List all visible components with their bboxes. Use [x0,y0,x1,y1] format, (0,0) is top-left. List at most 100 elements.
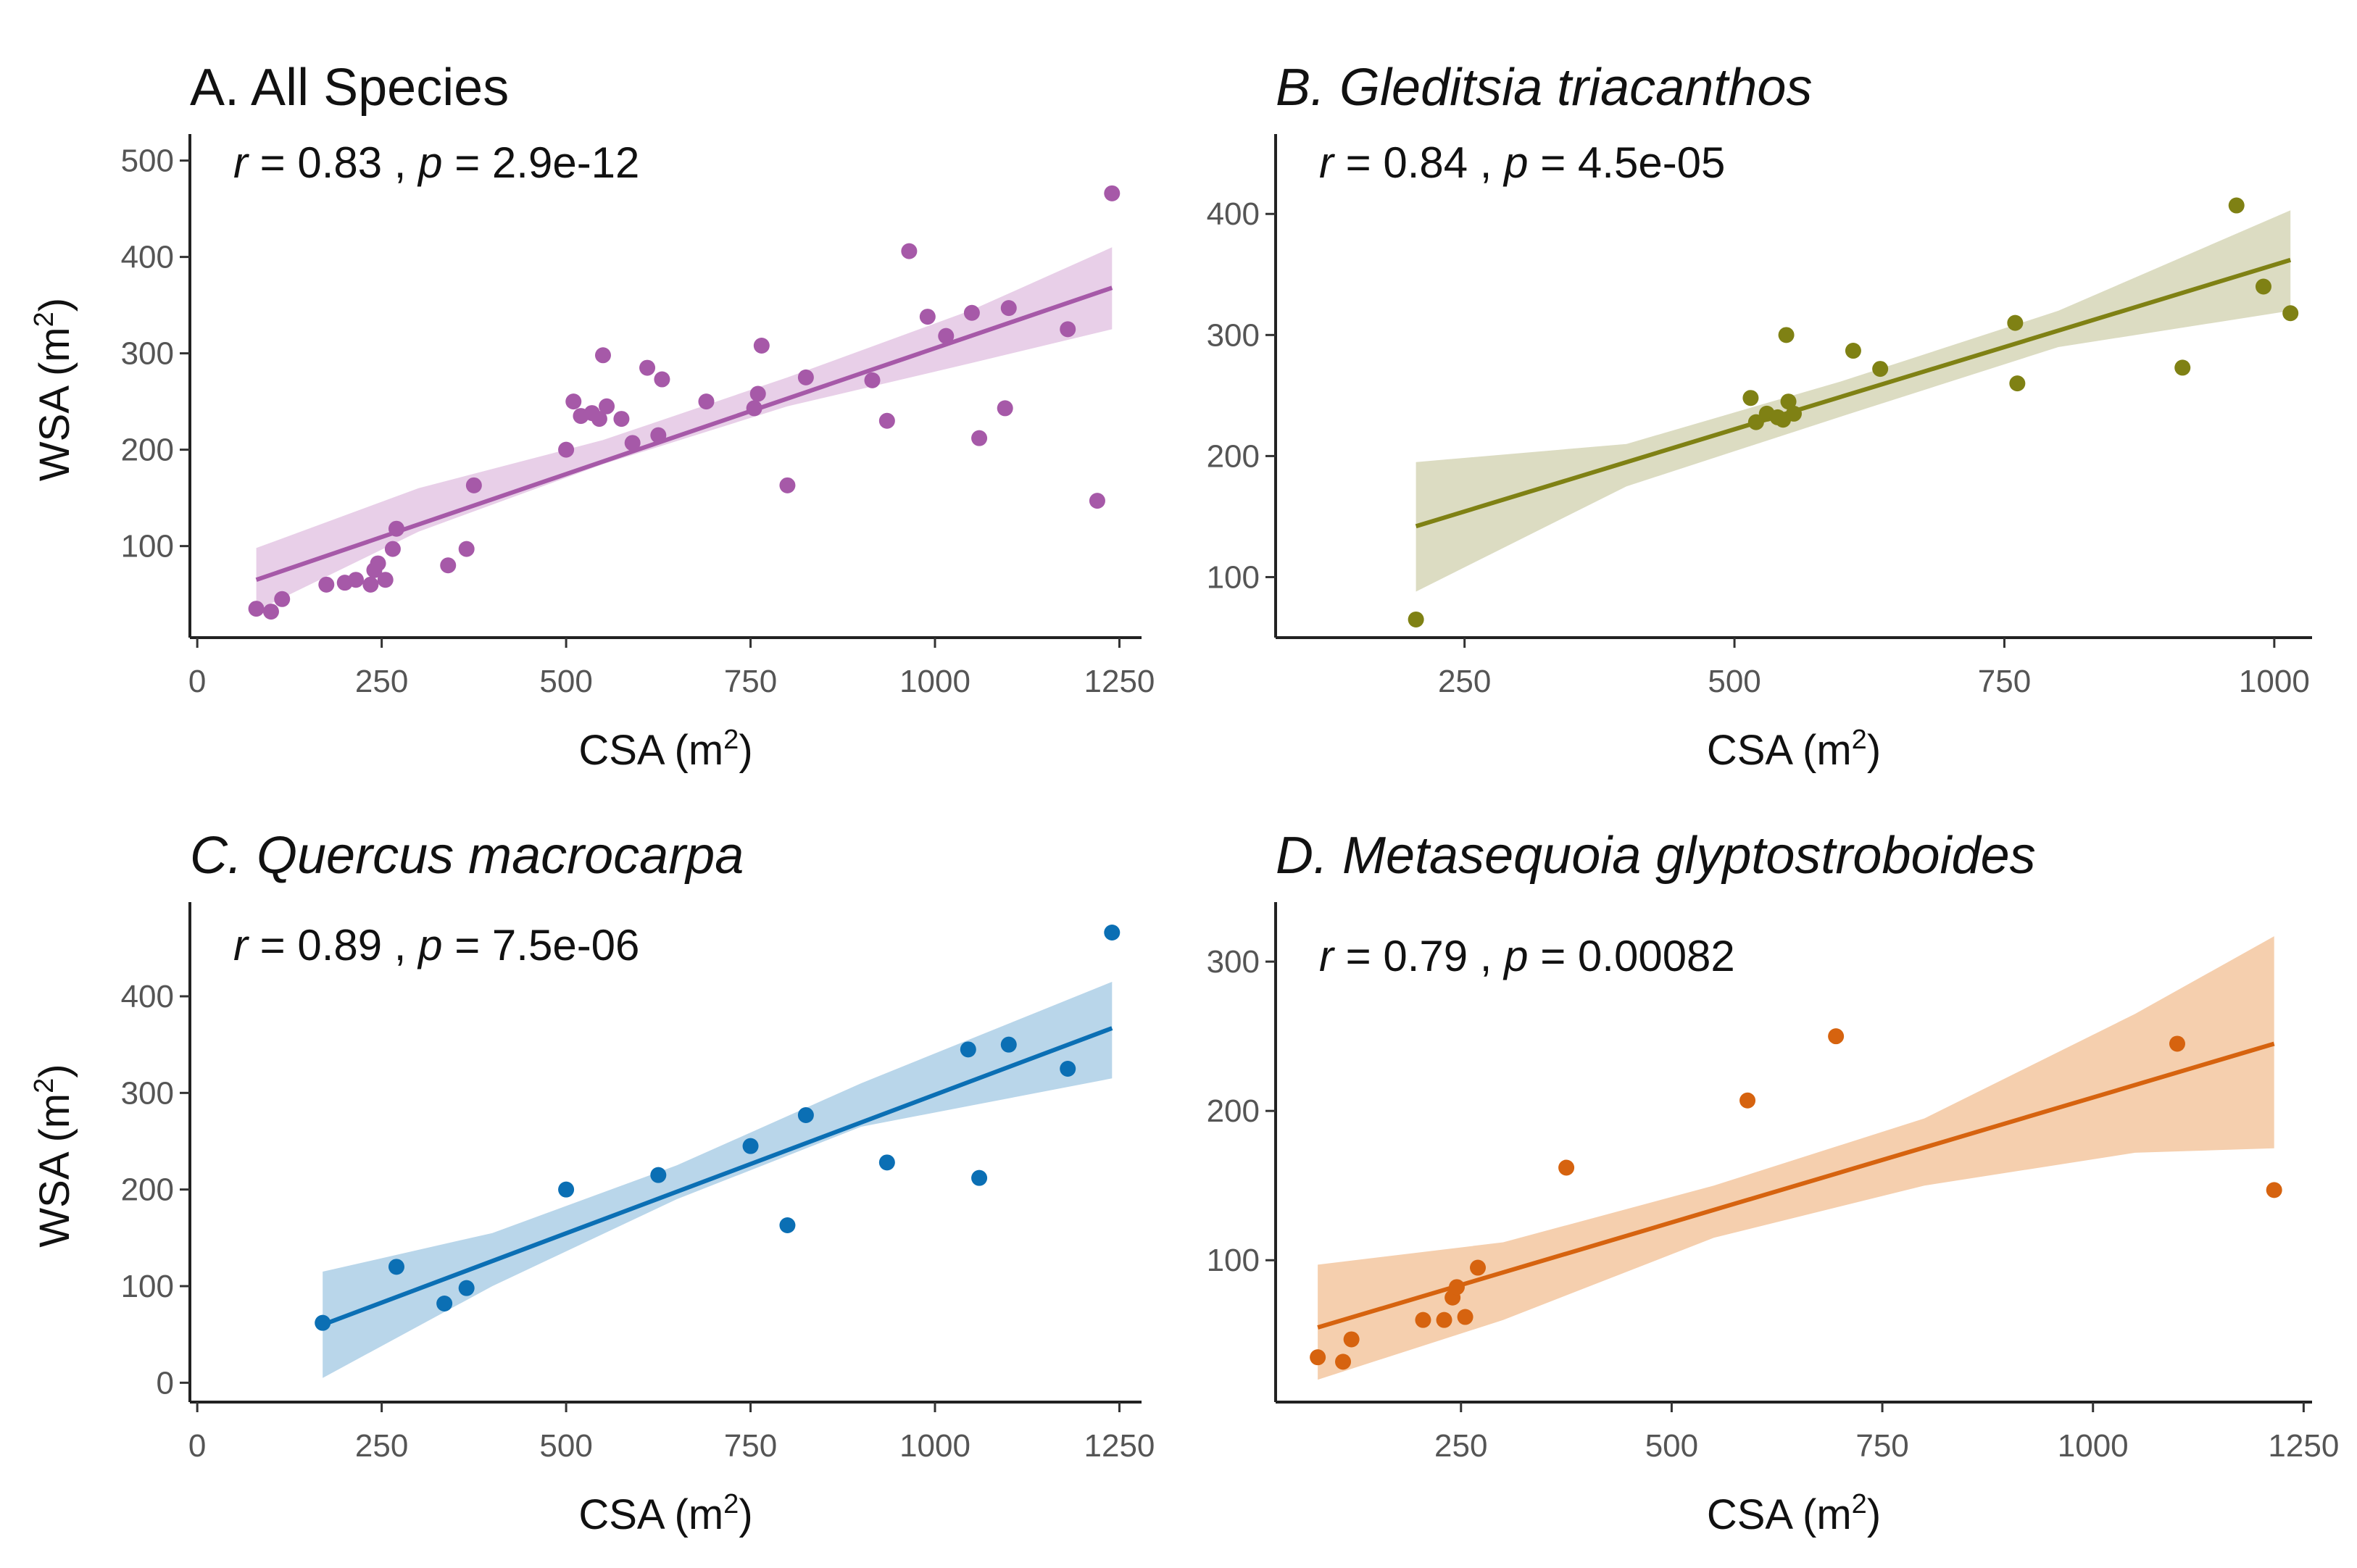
confidence-band [256,247,1113,611]
data-point [1780,393,1797,410]
data-point [370,555,386,572]
y-tick-label: 0 [157,1365,174,1401]
data-point [458,541,475,557]
data-point [779,1217,796,1233]
data-point [1060,321,1076,338]
data-point [1747,414,1764,430]
stats-annotation: r = 0.79 , p = 0.00082 [1319,932,1735,980]
data-point [436,1296,453,1311]
data-point [565,393,582,410]
x-tick-label: 500 [1708,664,1761,699]
y-axis-label: WSA (m2) [29,298,78,481]
panel-title: C. Quercus macrocarpa [190,827,744,885]
data-point [1060,1061,1076,1077]
y-tick-label: 400 [1207,196,1260,232]
x-tick-label: 0 [188,664,206,699]
data-point [1000,1036,1017,1053]
data-point [1335,1354,1352,1370]
data-point [749,385,766,402]
panel-b: B. Gleditsia triacanthos 250 500 750 1000 100… [1207,59,2312,774]
data-point [599,398,615,414]
data-point [963,304,980,321]
x-tick-label: 0 [188,1428,206,1464]
data-point [458,1280,475,1296]
data-point [1089,493,1105,509]
x-axis-label: CSA (m2) [1707,1489,1881,1538]
data-point [901,243,918,259]
data-point [1104,185,1121,201]
confidence-band [323,982,1113,1378]
x-tick-label: 1000 [2058,1428,2129,1464]
panel-title: A. All Species [190,59,509,117]
panel-c: C. Quercus macrocarpa 0 250 500 750 1000 1250 0… [29,827,1155,1538]
data-point [1310,1349,1326,1366]
confidence-band [1416,210,2291,592]
data-point [971,1169,988,1186]
data-point [654,371,670,388]
regression-line [322,1026,1113,1327]
panel-d: D. Metasequoia glyptostroboides 250 500 750… [1207,827,2340,1538]
data-point [1104,925,1121,941]
x-tick-label: 250 [355,1428,408,1464]
y-tick-label: 100 [1207,559,1260,595]
confidence-band [1318,936,2274,1380]
x-tick-label: 1000 [2239,664,2310,699]
x-axis-label: CSA (m2) [578,725,752,774]
panel-title: D. Metasequoia glyptostroboides [1276,827,2036,885]
data-point [960,1041,976,1058]
data-point [650,427,667,443]
data-point [650,1167,667,1183]
y-tick-label: 400 [121,979,174,1014]
panel-title: B. Gleditsia triacanthos [1276,59,1812,117]
x-tick-label: 500 [539,1428,592,1464]
data-point [388,520,404,537]
data-point [318,576,335,593]
x-tick-label: 1000 [899,1428,970,1464]
y-tick-label: 500 [121,143,174,179]
data-point [753,337,770,354]
data-point [746,400,762,417]
data-point [938,328,955,344]
data-point [797,1107,814,1123]
x-tick-label: 1250 [2268,1428,2339,1464]
data-point [1786,405,1802,422]
y-tick-label: 200 [121,433,174,468]
data-point [1739,1092,1756,1109]
x-tick-label: 1250 [1084,664,1155,699]
data-point [1448,1279,1465,1296]
data-point [2169,1035,2185,1052]
y-tick-label: 200 [1207,438,1260,474]
stats-annotation: r = 0.83 , p = 2.9e-12 [233,138,639,187]
stats-annotation: r = 0.84 , p = 4.5e-05 [1319,138,1725,187]
y-tick-label: 300 [121,1075,174,1111]
data-point [440,557,457,574]
data-point [864,372,881,388]
x-tick-label: 1250 [1084,1428,1155,1464]
y-tick-label: 200 [121,1172,174,1208]
data-point [1872,361,1889,378]
data-point [997,400,1013,417]
data-point [1828,1028,1845,1045]
x-tick-label: 750 [1855,1428,1908,1464]
data-point [388,1259,404,1275]
y-tick-label: 100 [121,1269,174,1304]
regression-line [1317,1041,2275,1330]
data-point [797,369,814,385]
data-point [1343,1331,1360,1348]
data-point [2174,359,2191,376]
x-tick-label: 1000 [899,664,970,699]
x-axis-label: CSA (m2) [578,1489,752,1538]
y-tick-label: 300 [1207,317,1260,353]
regression-line [1415,257,2292,529]
x-tick-label: 500 [539,664,592,699]
data-point [2009,375,2026,392]
data-point [274,591,291,607]
data-point [779,477,796,493]
data-point [362,576,379,593]
data-point [315,1314,331,1331]
data-point [1457,1309,1473,1325]
data-point [2255,278,2271,295]
data-point [639,359,656,376]
data-point [613,411,630,428]
